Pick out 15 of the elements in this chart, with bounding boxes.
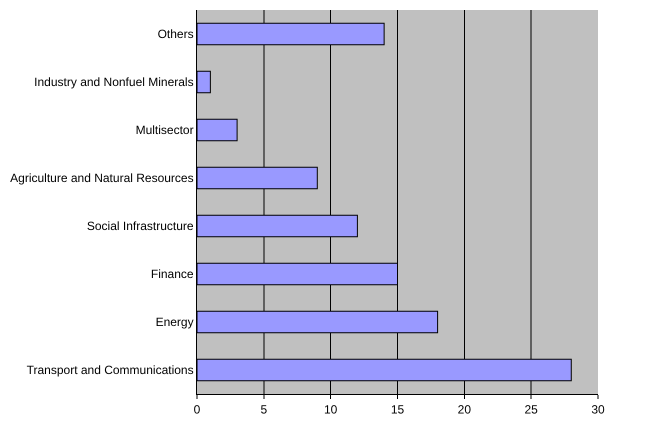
y-tick-label: Energy xyxy=(156,315,194,330)
x-tick-label: 0 xyxy=(194,402,201,416)
y-tick-label: Social Infrastructure xyxy=(86,219,194,234)
x-tick-label: 5 xyxy=(260,402,268,416)
x-tick-label: 20 xyxy=(458,402,472,416)
y-tick-label: Multisector xyxy=(136,123,194,138)
y-tick-label: Transport and Communications xyxy=(26,363,194,378)
x-tick-label: 25 xyxy=(524,402,538,416)
y-tick-label: Others xyxy=(158,27,194,42)
y-tick-label: Industry and Nonfuel Minerals xyxy=(34,75,194,90)
x-tick-label: 10 xyxy=(324,402,338,416)
x-tick-label: 30 xyxy=(591,402,605,416)
y-tick-label: Agriculture and Natural Resources xyxy=(10,171,194,186)
x-tick-label: 15 xyxy=(390,402,404,416)
y-tick-label: Finance xyxy=(150,267,194,282)
